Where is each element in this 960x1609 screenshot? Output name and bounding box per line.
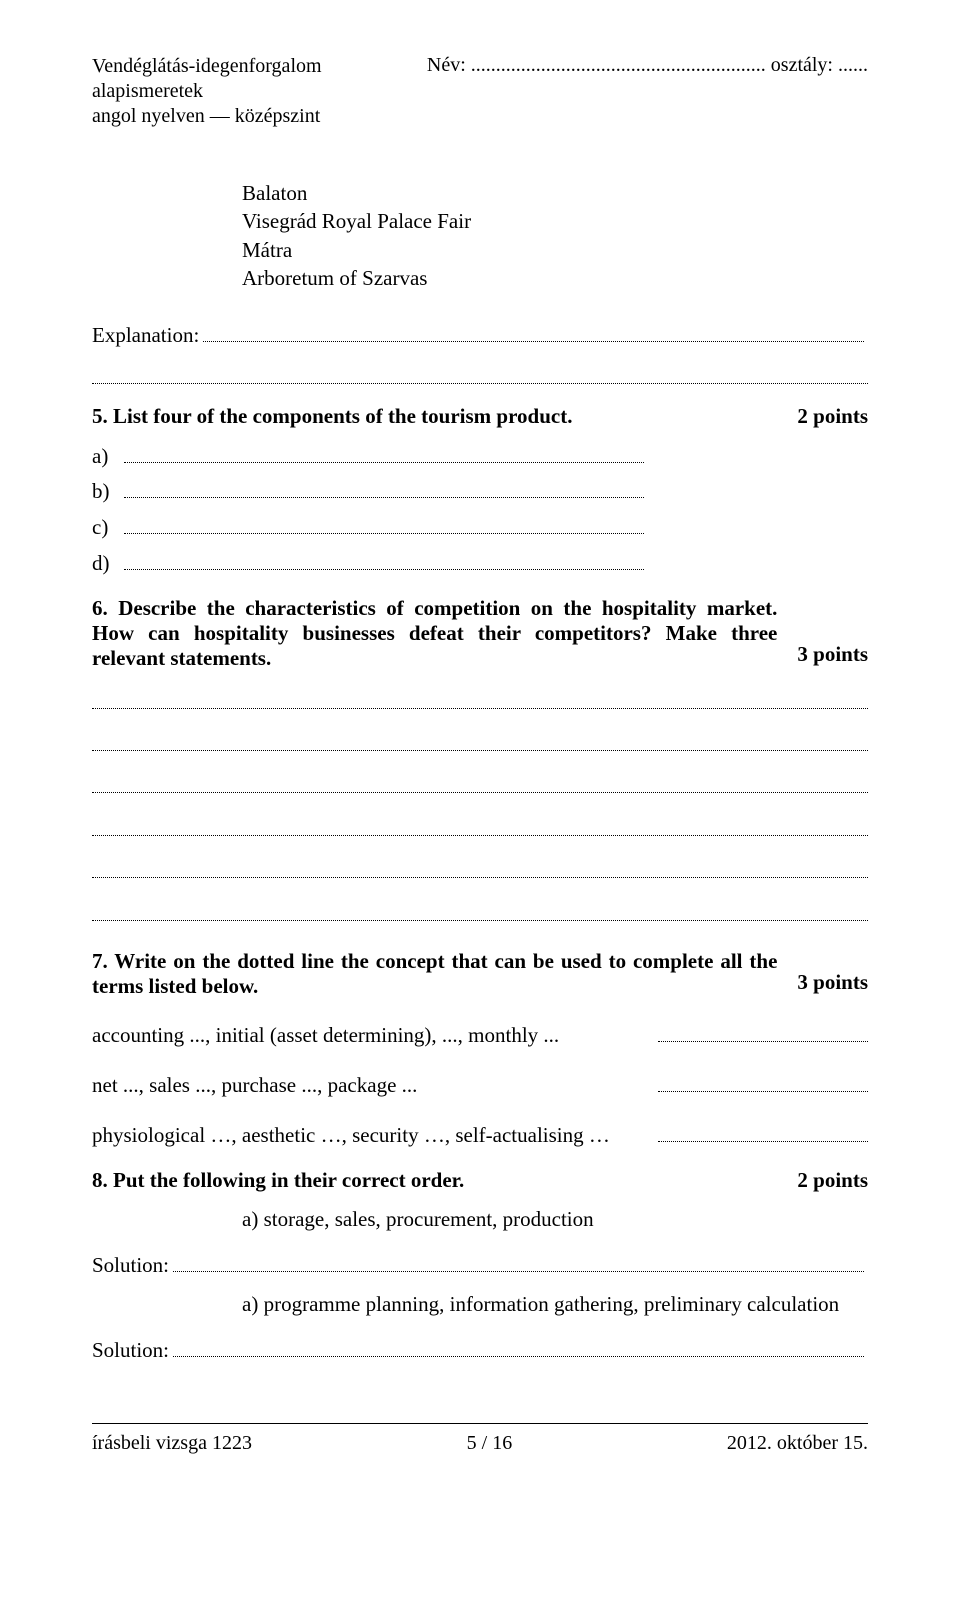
q5-option-b: b) <box>92 479 868 505</box>
list-item: Balaton <box>242 179 868 207</box>
q6-blank-line[interactable] <box>92 897 868 920</box>
q8-item-b-label: a) <box>242 1292 258 1316</box>
q7-row3-text: physiological …, aesthetic …, security …… <box>92 1123 658 1148</box>
q8-solution-2: Solution: <box>92 1337 868 1363</box>
q5-option-a: a) <box>92 443 868 469</box>
q5-c-label: c) <box>92 515 120 540</box>
list-item: Visegrád Royal Palace Fair <box>242 207 868 235</box>
question-5: 5. List four of the components of the to… <box>92 404 868 429</box>
page-header: Vendéglátás-idegenforgalom alapismeretek… <box>92 54 868 129</box>
class-label: osztály: <box>771 54 833 76</box>
q7-points: 3 points <box>797 970 868 995</box>
footer: írásbeli vizsga 1223 5 / 16 2012. októbe… <box>92 1423 868 1455</box>
question-7: 7. Write on the dotted line the concept … <box>92 949 868 999</box>
q7-row3-blank[interactable] <box>658 1122 868 1142</box>
explanation-line-1: Explanation: <box>92 322 868 348</box>
subject-line-2: angol nyelven — középszint <box>92 105 320 127</box>
q6-blank-line[interactable] <box>92 770 868 793</box>
q8-solution-1-blank[interactable] <box>173 1252 864 1272</box>
q5-a-label: a) <box>92 444 120 469</box>
q7-row1-text: accounting ..., initial (asset determini… <box>92 1023 658 1048</box>
q5-c-blank[interactable] <box>124 514 644 534</box>
q7-prompt: Write on the dotted line the concept tha… <box>92 949 777 998</box>
q6-number: 6. <box>92 596 108 620</box>
q5-d-label: d) <box>92 551 120 576</box>
explanation-blank-2[interactable] <box>92 360 868 383</box>
q8-solution-label-2: Solution: <box>92 1338 169 1363</box>
q5-option-c: c) <box>92 514 868 540</box>
footer-right: 2012. október 15. <box>727 1432 868 1455</box>
list-item: Arboretum of Szarvas <box>242 264 868 292</box>
q5-number: 5. <box>92 404 108 428</box>
header-name-class: Név: ...................................… <box>427 54 868 77</box>
q6-blank-line[interactable] <box>92 812 868 835</box>
q7-row-3: physiological …, aesthetic …, security …… <box>92 1122 868 1148</box>
q7-row-1: accounting ..., initial (asset determini… <box>92 1023 868 1049</box>
question-7-text: 7. Write on the dotted line the concept … <box>92 949 797 999</box>
q8-item-b-text: programme planning, information gatherin… <box>264 1292 840 1316</box>
q6-blank-line[interactable] <box>92 685 868 708</box>
q7-number: 7. <box>92 949 108 973</box>
header-subject: Vendéglátás-idegenforgalom alapismeretek… <box>92 54 427 129</box>
question-8: 8. Put the following in their correct or… <box>92 1168 868 1193</box>
q8-prompt: Put the following in their correct order… <box>113 1168 464 1192</box>
q5-points: 2 points <box>797 404 868 429</box>
q5-a-blank[interactable] <box>124 443 644 463</box>
question-5-text: 5. List four of the components of the to… <box>92 404 797 429</box>
q6-answer-area <box>92 685 868 920</box>
answer-list-block: Balaton Visegrád Royal Palace Fair Mátra… <box>242 179 868 292</box>
list-item: Mátra <box>242 236 868 264</box>
q8-solution-2-blank[interactable] <box>173 1337 864 1357</box>
page: Vendéglátás-idegenforgalom alapismeretek… <box>0 0 960 1609</box>
footer-center: 5 / 16 <box>467 1432 513 1455</box>
q8-item-a: a) storage, sales, procurement, producti… <box>242 1207 868 1232</box>
q8-points: 2 points <box>797 1168 868 1193</box>
class-dots: ...... <box>838 54 868 76</box>
q5-b-label: b) <box>92 479 120 504</box>
q6-blank-line[interactable] <box>92 855 868 878</box>
q7-row1-blank[interactable] <box>658 1023 868 1043</box>
question-6: 6. Describe the characteristics of compe… <box>92 596 868 671</box>
name-dots: ........................................… <box>471 54 766 76</box>
q8-solution-1: Solution: <box>92 1252 868 1278</box>
q8-item-b: a) programme planning, information gathe… <box>242 1292 868 1317</box>
q7-row2-text: net ..., sales ..., purchase ..., packag… <box>92 1073 658 1098</box>
question-8-text: 8. Put the following in their correct or… <box>92 1168 797 1193</box>
explanation-label: Explanation: <box>92 323 199 348</box>
subject-line-1: Vendéglátás-idegenforgalom alapismeretek <box>92 55 322 102</box>
q5-prompt: List four of the components of the touri… <box>113 404 572 428</box>
q6-points: 3 points <box>797 642 868 667</box>
name-label: Név: <box>427 54 466 76</box>
q8-number: 8. <box>92 1168 108 1192</box>
explanation-blank-1[interactable] <box>203 322 864 342</box>
q5-b-blank[interactable] <box>124 479 644 499</box>
question-6-text: 6. Describe the characteristics of compe… <box>92 596 797 671</box>
q5-d-blank[interactable] <box>124 550 644 570</box>
q8-item-a-label: a) <box>242 1207 258 1231</box>
q8-solution-label-1: Solution: <box>92 1253 169 1278</box>
q7-row2-blank[interactable] <box>658 1072 868 1092</box>
q5-option-d: d) <box>92 550 868 576</box>
q6-blank-line[interactable] <box>92 728 868 751</box>
q7-row-2: net ..., sales ..., purchase ..., packag… <box>92 1072 868 1098</box>
footer-left: írásbeli vizsga 1223 <box>92 1432 252 1455</box>
q6-prompt: Describe the characteristics of competit… <box>92 596 777 670</box>
q8-item-a-text: storage, sales, procurement, production <box>264 1207 594 1231</box>
